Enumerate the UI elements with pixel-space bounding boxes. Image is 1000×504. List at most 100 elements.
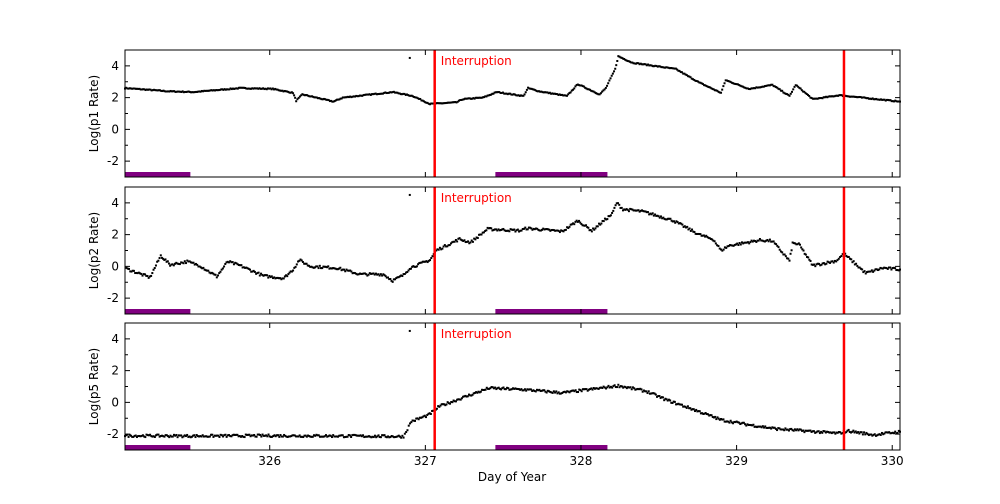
- data-point: [652, 214, 655, 217]
- data-point: [793, 428, 796, 431]
- data-point: [709, 86, 712, 89]
- data-point: [512, 387, 515, 390]
- data-point: [606, 386, 609, 389]
- coverage-bar: [495, 172, 608, 177]
- data-point: [764, 85, 767, 88]
- data-point: [550, 391, 553, 394]
- data-point: [498, 91, 501, 94]
- data-point: [784, 427, 787, 430]
- data-point: [670, 66, 673, 69]
- data-point: [685, 226, 688, 229]
- data-point: [136, 272, 139, 275]
- data-point: [581, 388, 584, 391]
- data-point: [476, 391, 479, 394]
- data-point: [658, 216, 661, 219]
- data-point: [667, 398, 670, 401]
- data-point: [418, 97, 421, 100]
- data-point: [164, 258, 167, 261]
- data-point: [219, 433, 222, 436]
- data-point: [767, 426, 770, 429]
- data-point: [789, 252, 792, 255]
- data-point: [235, 433, 238, 436]
- data-point: [457, 99, 460, 102]
- data-point: [227, 261, 230, 264]
- data-point: [560, 229, 563, 232]
- data-point: [855, 262, 858, 265]
- data-point: [766, 238, 769, 241]
- data-point: [462, 98, 465, 101]
- data-point: [833, 431, 836, 434]
- data-point: [644, 210, 647, 213]
- data-point: [478, 233, 481, 236]
- data-point: [612, 209, 615, 212]
- data-point: [728, 80, 731, 83]
- data-point: [472, 97, 475, 100]
- data-point: [383, 91, 386, 94]
- data-point: [125, 266, 128, 269]
- data-point: [851, 95, 854, 98]
- data-point: [704, 412, 707, 415]
- data-point: [241, 266, 244, 269]
- data-point: [548, 91, 551, 94]
- data-point: [460, 397, 463, 400]
- data-point: [741, 85, 744, 88]
- data-point: [574, 85, 577, 88]
- data-point: [750, 87, 753, 90]
- data-point: [835, 94, 838, 97]
- data-point: [295, 100, 298, 103]
- data-point: [787, 93, 790, 96]
- data-point: [487, 227, 490, 230]
- data-point: [728, 421, 731, 424]
- data-point: [727, 420, 730, 423]
- data-point: [603, 217, 606, 220]
- data-point: [343, 96, 346, 99]
- data-point: [430, 257, 433, 260]
- data-point: [732, 244, 735, 247]
- data-point: [475, 96, 478, 99]
- data-point: [872, 270, 875, 273]
- data-point: [583, 388, 586, 391]
- data-point: [347, 269, 350, 272]
- data-point: [409, 267, 412, 270]
- data-point: [328, 100, 331, 103]
- data-point: [514, 230, 517, 233]
- data-point: [170, 90, 173, 93]
- data-point: [839, 94, 842, 97]
- data-point: [718, 91, 721, 94]
- data-point: [660, 66, 663, 69]
- data-point: [145, 88, 148, 91]
- data-point: [143, 88, 146, 91]
- data-point: [281, 89, 284, 92]
- data-point: [283, 433, 286, 436]
- data-point: [644, 63, 647, 66]
- data-point: [274, 277, 277, 280]
- data-point: [234, 433, 237, 436]
- data-point: [685, 406, 688, 409]
- data-point: [666, 66, 669, 69]
- data-point: [207, 435, 210, 438]
- data-point: [128, 87, 131, 90]
- data-point: [687, 228, 690, 231]
- data-point: [203, 89, 206, 92]
- data-point: [322, 435, 325, 438]
- data-point: [794, 242, 797, 245]
- data-point: [135, 271, 138, 274]
- data-point: [649, 64, 652, 67]
- data-point: [170, 263, 173, 266]
- data-point: [530, 87, 533, 90]
- data-point: [869, 97, 872, 100]
- data-point: [446, 245, 449, 248]
- data-point: [355, 272, 358, 275]
- data-point: [499, 91, 502, 94]
- data-point: [527, 86, 530, 89]
- data-point: [760, 239, 763, 242]
- data-point: [193, 91, 196, 94]
- data-point: [851, 430, 854, 433]
- data-point: [370, 272, 373, 275]
- data-point: [681, 223, 684, 226]
- data-point: [593, 228, 596, 231]
- data-point: [387, 435, 390, 438]
- data-point: [551, 391, 554, 394]
- data-point: [284, 90, 287, 93]
- data-point: [378, 436, 381, 439]
